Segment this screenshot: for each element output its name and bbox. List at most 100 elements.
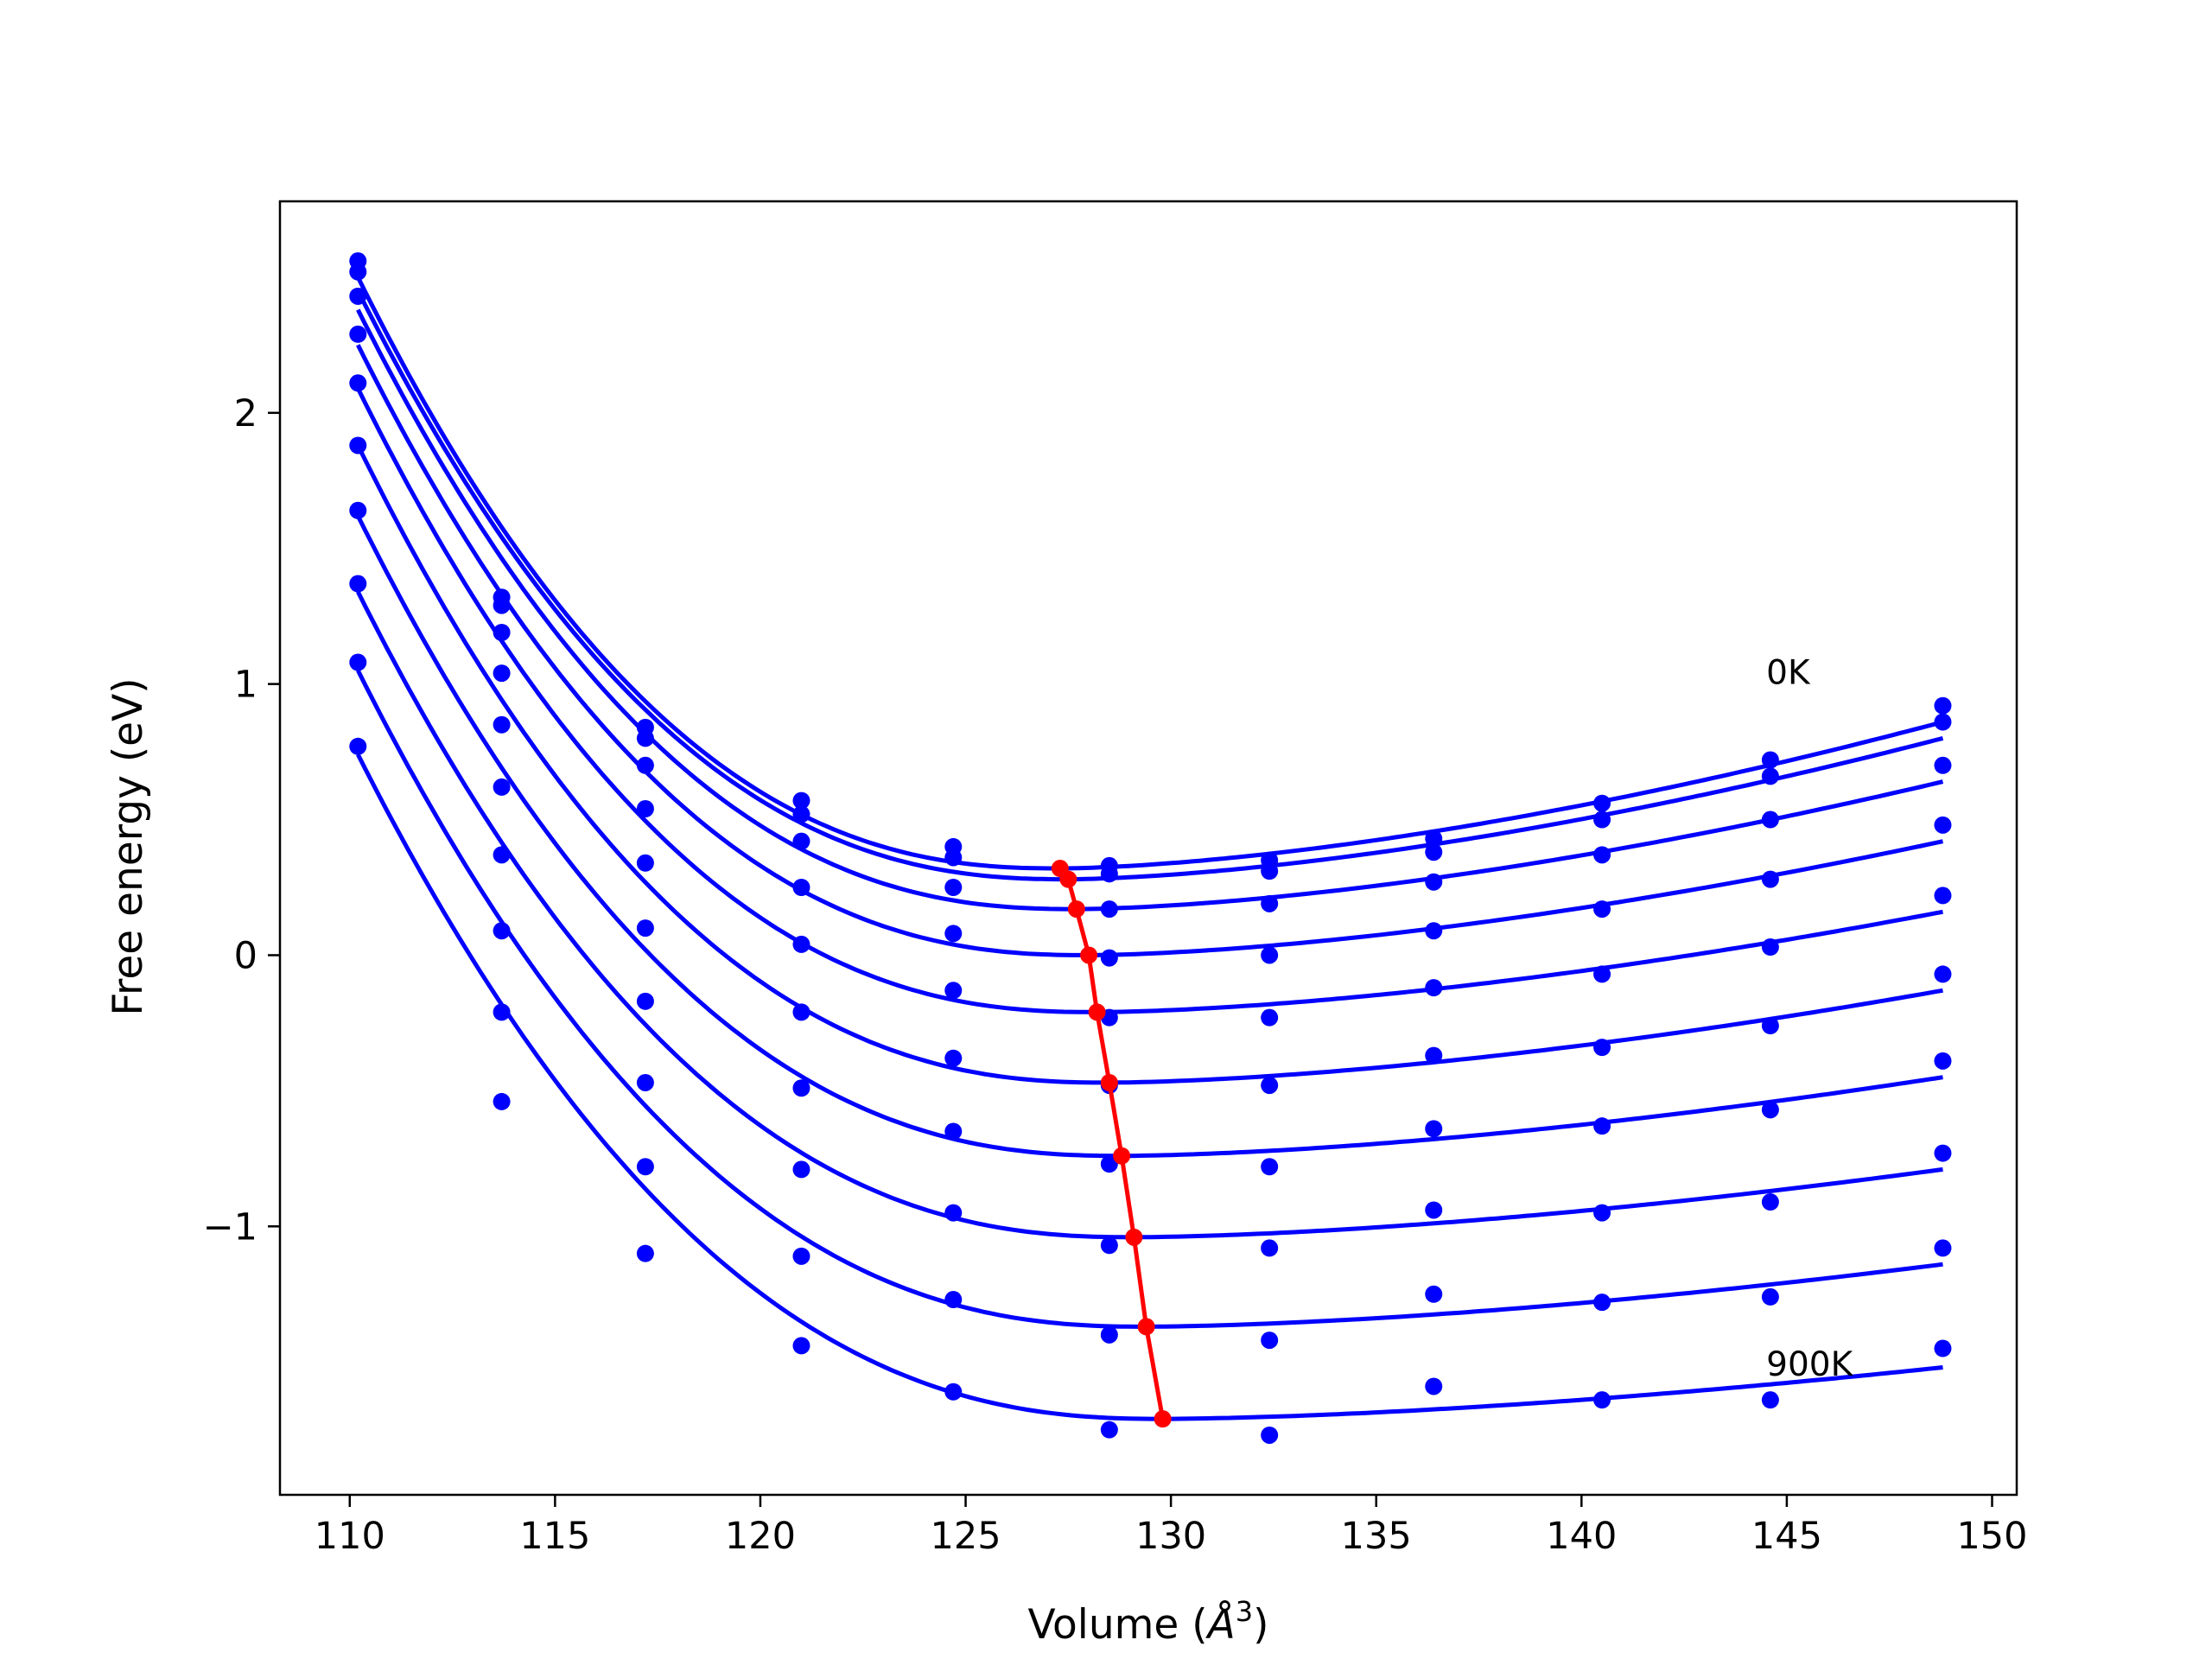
data-point [792, 832, 810, 850]
data-point [1100, 1325, 1118, 1344]
data-point [1100, 1236, 1118, 1255]
data-point [792, 1003, 810, 1021]
minimum-point [1113, 1147, 1131, 1165]
data-point [493, 922, 511, 940]
data-point [493, 664, 511, 683]
data-point [1425, 1377, 1443, 1395]
data-point [1593, 846, 1611, 864]
fit-curve-6 [356, 514, 1943, 1159]
annotations: 0K 900K [1766, 654, 1853, 1384]
data-point [944, 879, 963, 897]
data-point [1261, 862, 1279, 880]
data-point [493, 624, 511, 641]
data-point [792, 1337, 810, 1355]
y-tick-label: −1 [203, 1205, 257, 1249]
data-point [1761, 870, 1779, 888]
data-point [792, 935, 810, 953]
x-tick-label: 115 [519, 1515, 590, 1558]
data-point [1261, 894, 1279, 912]
data-point [636, 1073, 654, 1091]
x-tick-label: 135 [1341, 1515, 1412, 1558]
data-point [1425, 843, 1443, 861]
minimum-point [1137, 1318, 1155, 1336]
data-point [636, 1244, 654, 1262]
fit-curve-2 [356, 308, 1944, 912]
data-point [1934, 1144, 1952, 1162]
minimum-point [1067, 900, 1085, 918]
data-point [1593, 1117, 1611, 1135]
data-point [1261, 1077, 1279, 1095]
data-point [1100, 865, 1118, 883]
data-point [493, 596, 511, 614]
data-point [349, 575, 367, 593]
minimum-point [1154, 1410, 1172, 1428]
data-point [636, 729, 654, 747]
x-tick-label: 140 [1546, 1515, 1617, 1558]
data-point [1425, 830, 1443, 848]
data-point [1934, 965, 1952, 983]
data-point [1425, 922, 1443, 940]
data-point [1761, 1193, 1779, 1211]
minimum-point [1125, 1228, 1143, 1246]
data-point [1593, 1391, 1611, 1409]
data-point [1761, 1391, 1779, 1409]
data-point [792, 805, 810, 823]
fit-curve-4 [356, 387, 1943, 1014]
data-point [792, 1247, 810, 1265]
data-point [792, 879, 810, 897]
data-point [1593, 1204, 1611, 1222]
data-point [1593, 1294, 1611, 1312]
minimum-path [1051, 860, 1172, 1428]
data-point [349, 737, 367, 755]
annotation-label: 0K [1766, 654, 1811, 693]
x-axis-label-main: Volume ( [1028, 1601, 1208, 1649]
data-point [1100, 949, 1118, 967]
data-point [493, 846, 511, 864]
data-point [349, 263, 367, 281]
data-point [944, 1291, 963, 1309]
y-tick-label: 0 [234, 934, 257, 977]
fit-curve-0 [356, 276, 1944, 871]
data-point [349, 325, 367, 343]
data-point [944, 925, 963, 943]
data-point [944, 849, 963, 867]
data-point [1934, 887, 1952, 905]
data-point [1934, 816, 1952, 834]
data-point [636, 919, 654, 938]
data-point [636, 799, 654, 817]
data-point [1593, 900, 1611, 918]
data-point [493, 715, 511, 734]
fit-curve-9 [356, 753, 1943, 1421]
x-axis-label-symbol: Å [1205, 1601, 1236, 1649]
data-point [1425, 1046, 1443, 1065]
fit-curve-1 [356, 289, 1944, 882]
data-point [636, 854, 654, 872]
data-point [1261, 1332, 1279, 1350]
data-point [1761, 938, 1779, 957]
data-point [1425, 873, 1443, 891]
data-point [1425, 1120, 1443, 1138]
x-axis-label-exponent: 3 [1236, 1595, 1253, 1628]
data-point [944, 1122, 963, 1141]
x-axis-label-close: ) [1253, 1601, 1268, 1649]
fit-curve-7 [356, 590, 1943, 1240]
data-point [1761, 767, 1779, 785]
data-point [1261, 946, 1279, 964]
data-point [944, 1382, 963, 1401]
data-point [349, 287, 367, 305]
minimum-point [1088, 1003, 1106, 1021]
data-point [1100, 1421, 1118, 1439]
data-point [1593, 1039, 1611, 1057]
fit-curve-5 [356, 444, 1943, 1085]
data-point [944, 1049, 963, 1067]
data-point [1593, 965, 1611, 983]
data-point [1934, 1239, 1952, 1257]
annotation-label: 900K [1766, 1345, 1853, 1384]
data-point [1934, 696, 1952, 715]
data-point [1593, 810, 1611, 829]
data-point [792, 1160, 810, 1179]
data-point [1261, 1239, 1279, 1257]
data-point [1761, 1101, 1779, 1119]
data-point [1425, 1201, 1443, 1219]
